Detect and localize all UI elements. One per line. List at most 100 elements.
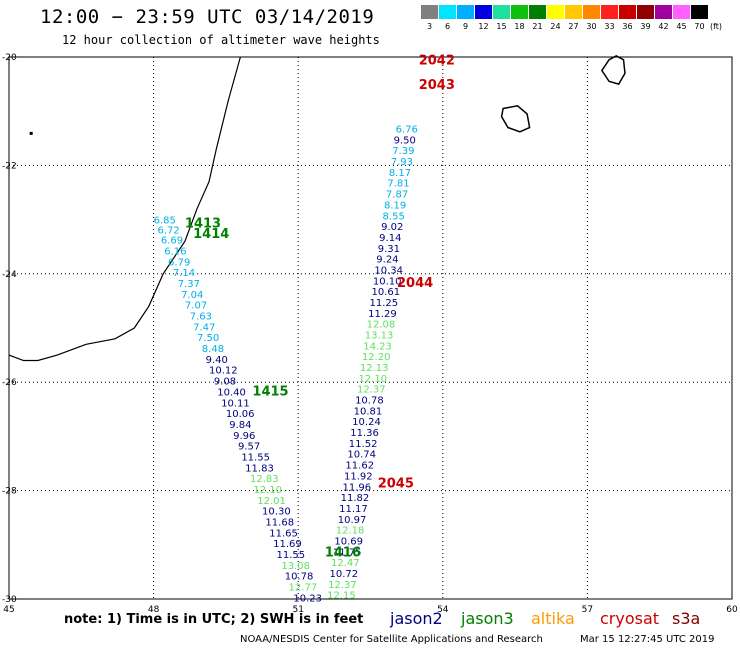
swh-value: 11.92 — [344, 471, 373, 482]
swh-value: 6.69 — [161, 236, 183, 247]
swh-value: 12.77 — [289, 583, 318, 594]
swh-value: 12.08 — [367, 320, 396, 331]
swh-value: 7.14 — [173, 268, 195, 279]
legend-label: 45 — [676, 22, 687, 31]
coastlines — [8, 55, 626, 362]
legend-swatch — [565, 5, 582, 19]
swh-value: 11.65 — [269, 528, 298, 539]
swh-value: 6.79 — [168, 257, 190, 268]
swh-value: 10.78 — [355, 396, 384, 407]
legend-label: 18 — [514, 22, 525, 31]
swh-value: 12.47 — [331, 558, 360, 569]
map-subtitle: 12 hour collection of altimeter wave hei… — [62, 33, 380, 47]
swh-value: 9.08 — [214, 377, 236, 388]
swh-value: 12.10 — [253, 485, 282, 496]
swh-value: 9.40 — [206, 355, 228, 366]
wave-height-labels: 6.856.726.696.166.797.147.377.047.077.63… — [154, 125, 418, 605]
swh-value: 10.24 — [352, 417, 381, 428]
swh-value: 8.19 — [384, 200, 406, 211]
swh-value: 6.76 — [396, 125, 418, 136]
swh-value: 9.24 — [376, 255, 398, 266]
legend-label: 3 — [426, 22, 433, 31]
swh-value: 10.06 — [226, 409, 255, 420]
swh-value: 9.84 — [229, 420, 251, 431]
swh-value: 9.31 — [378, 244, 400, 255]
legend-swatch — [583, 5, 600, 19]
legend-label: 21 — [532, 22, 543, 31]
pass-number-label: 1413 — [185, 216, 221, 231]
swh-value: 10.11 — [221, 398, 250, 409]
sat-label-jason2: jason2 — [390, 609, 443, 628]
legend-label: 9 — [462, 22, 469, 31]
map-title: 12:00 − 23:59 UTC 03/14/2019 — [40, 6, 375, 28]
legend-label: 12 — [478, 22, 489, 31]
map-axis-labels: 45 48 51 54 57 60 -20 -22 -24 -26 -28 -30 — [2, 53, 738, 615]
swh-value: 10.30 — [262, 507, 291, 518]
swh-value: 10.97 — [338, 515, 367, 526]
swh-value: 11.69 — [273, 539, 302, 550]
sat-label-s3a: s3a — [672, 609, 701, 628]
swh-value: 11.52 — [349, 439, 378, 450]
sat-label-jason3: jason3 — [461, 609, 514, 628]
swh-value: 12.10 — [358, 374, 387, 385]
lat-tick-label: -26 — [2, 378, 17, 388]
credit-line: NOAA/NESDIS Center for Satellite Applica… — [240, 634, 543, 645]
legend-label: 36 — [622, 22, 633, 31]
legend-label: 27 — [568, 22, 579, 31]
swh-value: 12.18 — [336, 526, 365, 537]
swh-value: 11.82 — [341, 493, 370, 504]
reunion-coastline — [500, 104, 531, 133]
pass-number-label: 2042 — [419, 54, 455, 69]
lat-tick-label: -24 — [2, 270, 17, 280]
lat-tick-label: -22 — [2, 161, 17, 171]
sat-label-altika: altika — [531, 609, 575, 628]
pass-number-label: 1415 — [252, 384, 288, 399]
swh-value: 13.13 — [365, 331, 394, 342]
swh-value: 11.25 — [370, 298, 399, 309]
swh-value: 8.55 — [383, 211, 405, 222]
swh-value: 11.29 — [368, 309, 397, 320]
legend-swatch — [547, 5, 564, 19]
lon-tick-label: 60 — [726, 605, 738, 615]
swh-value: 10.69 — [334, 536, 363, 547]
footer-note: note: 1) Time is in UTC; 2) SWH is in fe… — [64, 612, 364, 627]
swh-value: 8.48 — [202, 344, 224, 355]
legend-label: 70 — [694, 22, 705, 31]
swh-value: 9.14 — [379, 233, 401, 244]
swh-value: 10.12 — [209, 366, 238, 377]
mauritius-coastline — [600, 55, 626, 85]
swh-value: 10.40 — [217, 387, 246, 398]
legend-swatch — [691, 5, 708, 19]
lon-tick-label: 54 — [437, 605, 449, 615]
swh-value: 10.78 — [285, 572, 314, 583]
pass-number-label: 2045 — [378, 476, 414, 491]
swh-value: 9.57 — [238, 442, 260, 453]
swh-value: 11.62 — [345, 461, 374, 472]
legend-swatch — [457, 5, 474, 19]
legend-label: 24 — [550, 22, 561, 31]
swh-value: 12.13 — [360, 363, 389, 374]
swh-value: 6.16 — [164, 246, 186, 257]
lat-tick-label: -20 — [2, 53, 17, 63]
legend-unit: (ft) — [710, 22, 723, 31]
map-grid — [9, 57, 732, 599]
sat-label-cryosat: cryosat — [600, 609, 660, 628]
pass-number-label: 2044 — [397, 276, 433, 291]
swh-value: 10.74 — [347, 450, 376, 461]
pass-number-label: 1414 — [193, 227, 229, 242]
pass-number-label: 2043 — [419, 78, 455, 93]
map-frame — [8, 56, 733, 600]
legend-swatch — [439, 5, 456, 19]
legend-label: 42 — [658, 22, 669, 31]
swh-value: 10.23 — [293, 593, 322, 604]
swh-value: 11.55 — [277, 550, 306, 561]
swh-value: 9.50 — [394, 135, 416, 146]
swh-value: 9.96 — [233, 431, 255, 442]
swh-value: 10.72 — [330, 569, 359, 580]
swh-value: 10.10 — [373, 276, 402, 287]
legend-swatch — [619, 5, 636, 19]
swh-value: 12.37 — [328, 580, 357, 591]
swh-value: 10.34 — [374, 265, 403, 276]
